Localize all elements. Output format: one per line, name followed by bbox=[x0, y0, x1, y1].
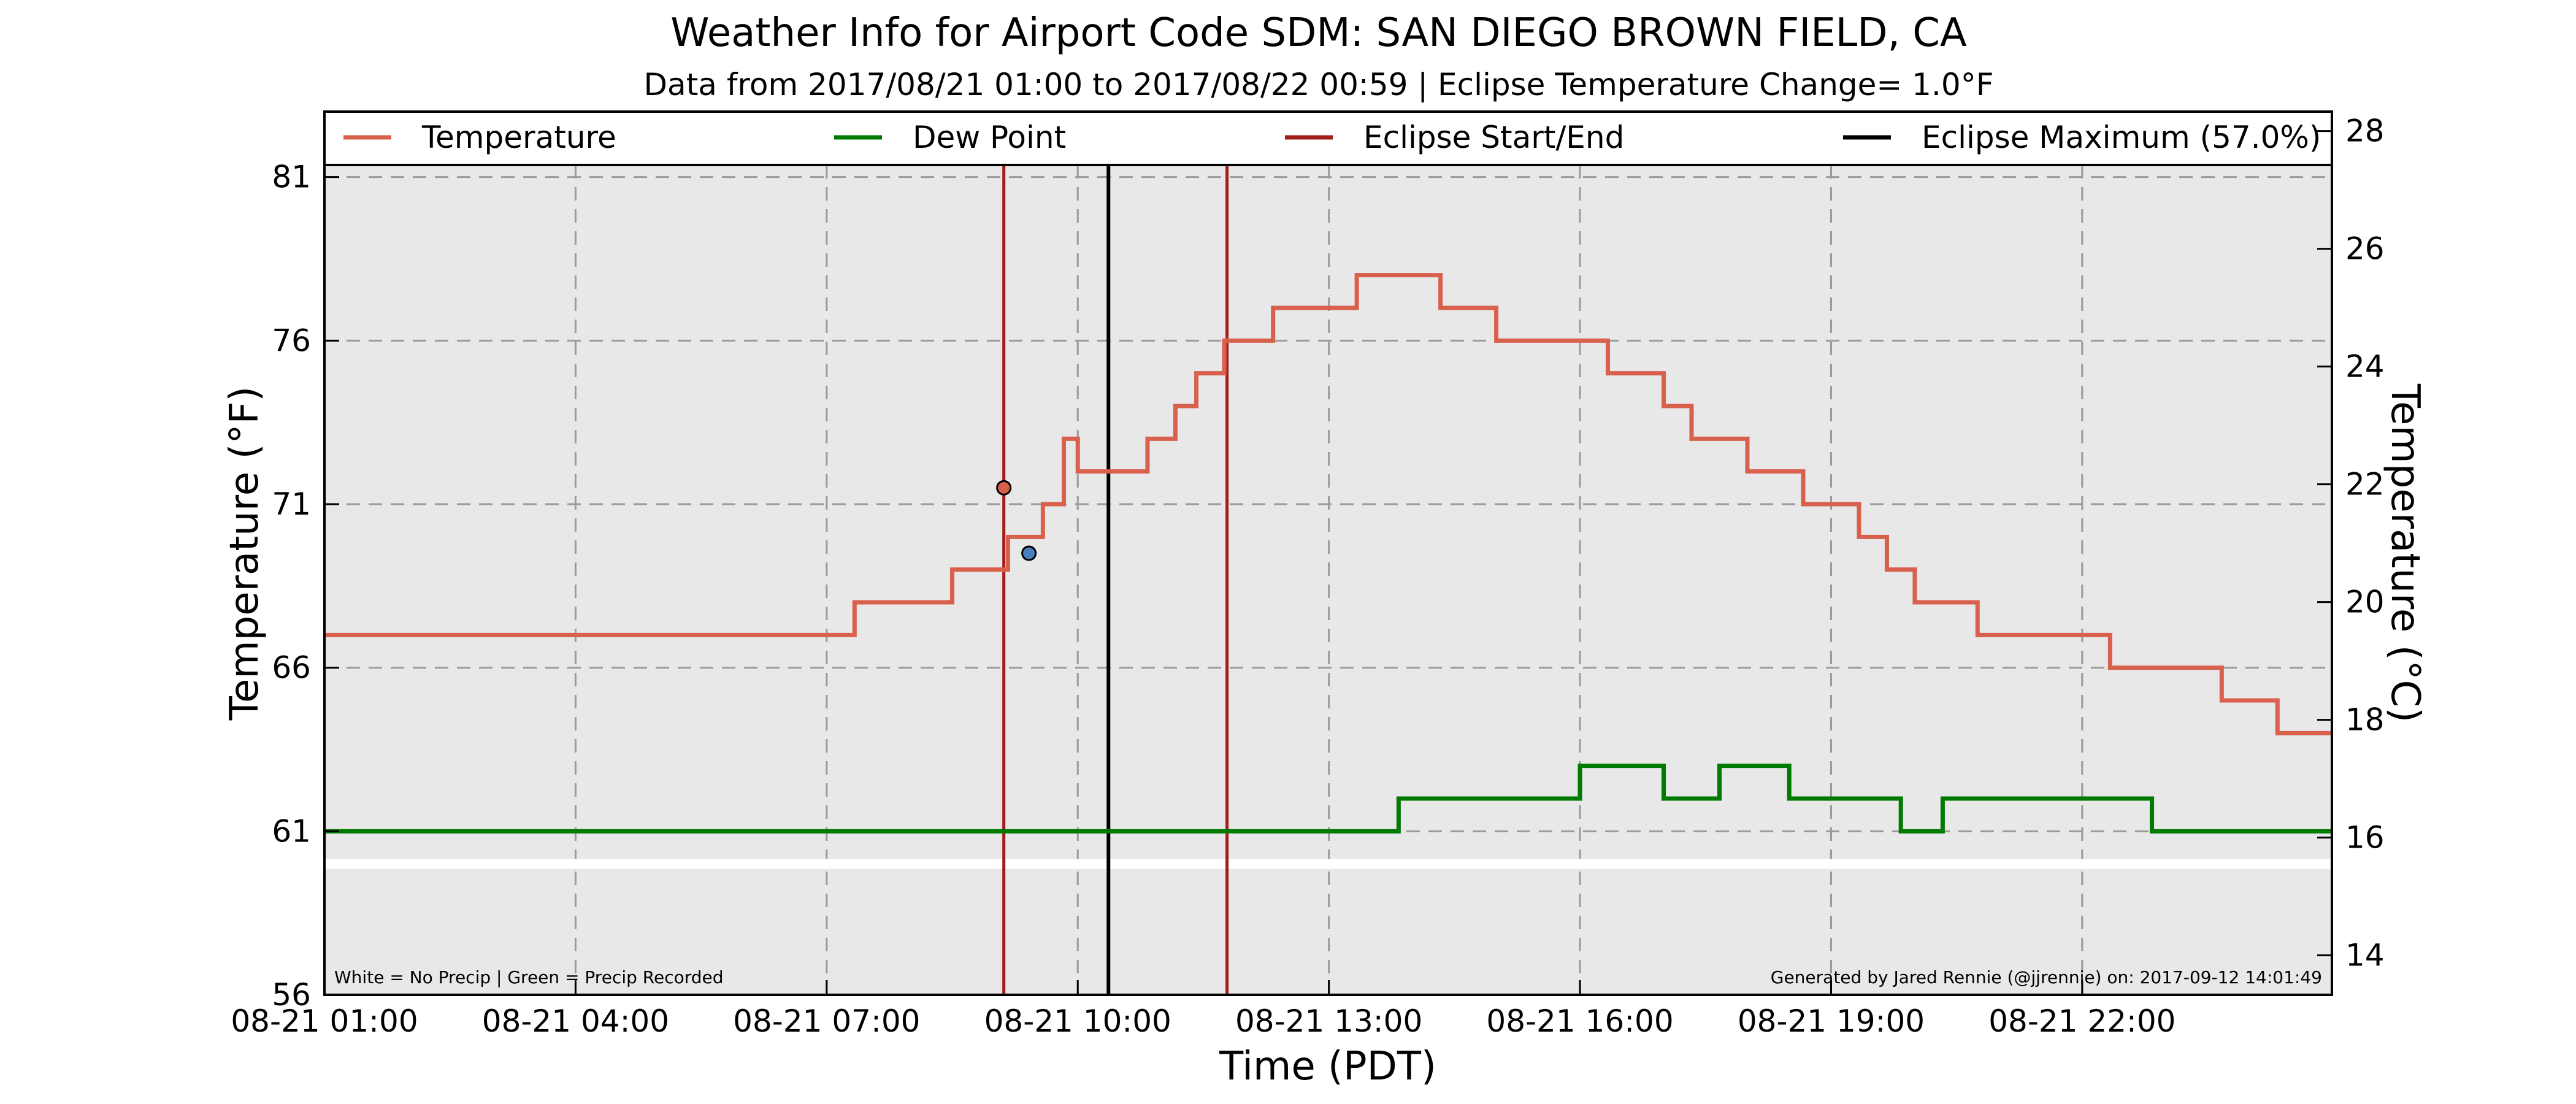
x-axis-label: Time (PDT) bbox=[1219, 1044, 1436, 1089]
axis-ticks: 56 61 66 71 76 81 14 16 18 20 22 24 26 28 08-21 01:00 0… bbox=[231, 113, 2384, 1039]
y-tick-label-left: 81 bbox=[272, 159, 311, 195]
y-tick-label-left: 56 bbox=[272, 977, 311, 1013]
x-tick-label: 08-21 22:00 bbox=[1988, 1003, 2175, 1039]
chart-title: Weather Info for Airport Code SDM: SAN D… bbox=[670, 10, 1967, 56]
y-axis-label-right: Temperature (°C) bbox=[2382, 383, 2428, 723]
y-tick-label-right: 16 bbox=[2345, 820, 2385, 856]
y-tick-label-left: 66 bbox=[272, 650, 311, 686]
precip-strip-band bbox=[326, 859, 2331, 869]
x-tick-label: 08-21 04:00 bbox=[482, 1003, 669, 1039]
eclipse-marker-point bbox=[1021, 545, 1037, 561]
legend-label: Temperature bbox=[421, 120, 616, 155]
dew-point-series-line bbox=[324, 764, 2332, 834]
x-tick-label: 08-21 07:00 bbox=[733, 1003, 920, 1039]
y-tick-label-right: 14 bbox=[2345, 938, 2385, 973]
x-tick-label: 08-21 19:00 bbox=[1738, 1003, 1925, 1039]
y-axis-label-left: Temperature (°F) bbox=[222, 386, 267, 721]
eclipse-marker-layer bbox=[996, 480, 1037, 561]
y-tick-label-right: 20 bbox=[2345, 585, 2385, 620]
precip-strip bbox=[326, 859, 2331, 869]
y-tick-label-right: 22 bbox=[2345, 467, 2385, 502]
generated-by-footnote: Generated by Jared Rennie (@jjrennie) on… bbox=[1771, 967, 2322, 987]
y-tick-label-right: 24 bbox=[2345, 349, 2385, 385]
precip-footnote: White = No Precip | Green = Precip Recor… bbox=[334, 967, 724, 987]
y-tick-label-left: 76 bbox=[272, 323, 311, 358]
y-tick-label-right: 26 bbox=[2345, 231, 2385, 267]
x-tick-label: 08-21 01:00 bbox=[231, 1003, 418, 1039]
x-tick-label: 08-21 10:00 bbox=[984, 1003, 1171, 1039]
legend-label: Eclipse Maximum (57.0%) bbox=[1922, 120, 2321, 155]
temperature-series-line bbox=[324, 273, 2332, 735]
x-tick-label: 08-21 16:00 bbox=[1486, 1003, 1673, 1039]
eclipse-marker-point bbox=[996, 480, 1012, 496]
eclipse-lines bbox=[1002, 165, 1229, 995]
chart-subtitle: Data from 2017/08/21 01:00 to 2017/08/22… bbox=[644, 67, 1994, 102]
legend-label: Dew Point bbox=[913, 120, 1066, 155]
y-tick-label-left: 71 bbox=[272, 486, 311, 522]
series-layer bbox=[324, 273, 2332, 834]
legend-label: Eclipse Start/End bbox=[1363, 120, 1624, 155]
y-tick-label-right: 18 bbox=[2345, 702, 2385, 738]
y-tick-label-right: 28 bbox=[2345, 113, 2385, 149]
x-tick-label: 08-21 13:00 bbox=[1235, 1003, 1422, 1039]
legend: Temperature Dew Point Eclipse Start/End Ecl… bbox=[343, 120, 2321, 155]
y-tick-label-left: 61 bbox=[272, 813, 311, 849]
